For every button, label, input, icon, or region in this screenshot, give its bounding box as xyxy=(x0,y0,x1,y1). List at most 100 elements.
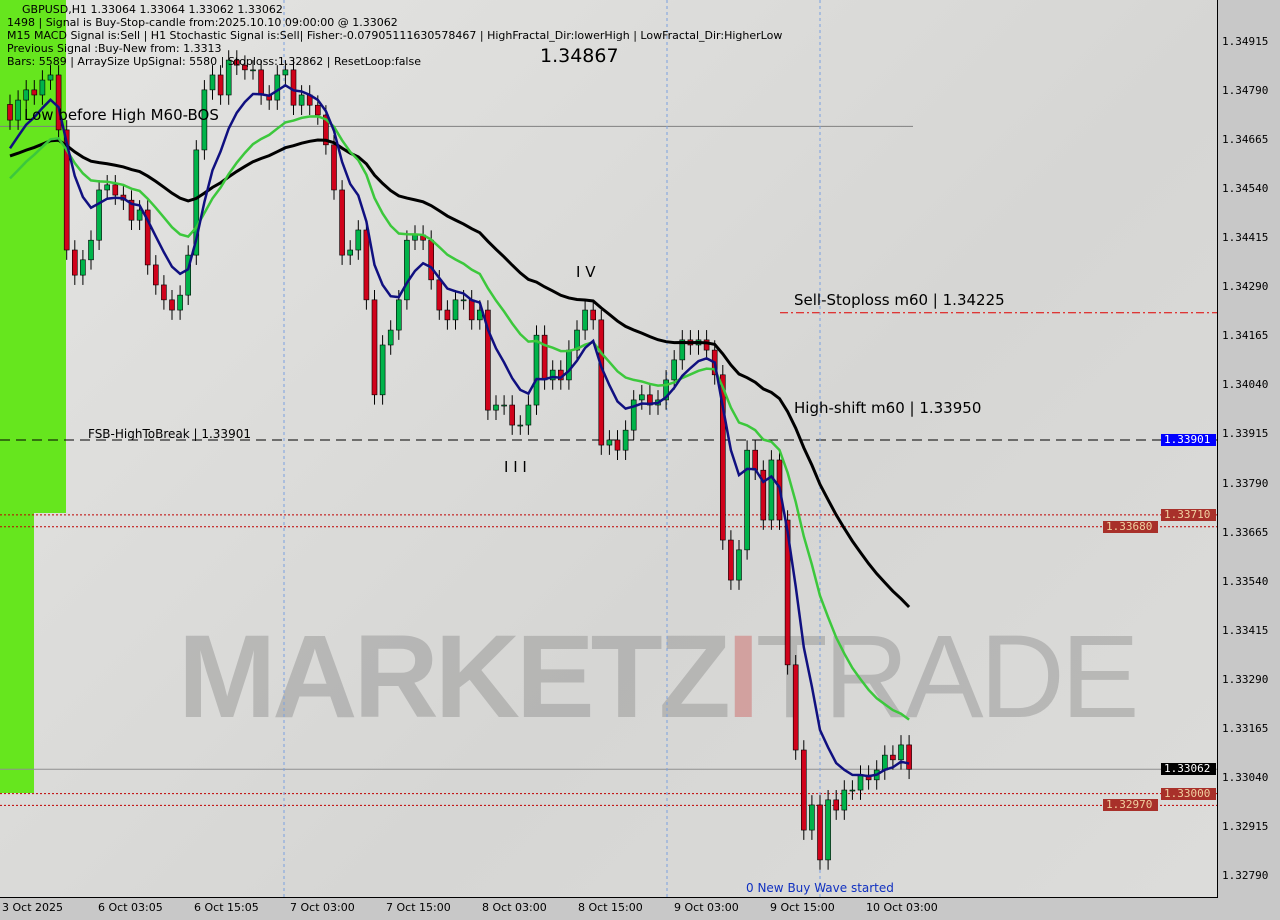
bullish-candle xyxy=(80,259,86,276)
bullish-candle xyxy=(574,329,580,351)
bullish-candle xyxy=(493,404,499,411)
bearish-candle xyxy=(752,449,759,471)
price-tick-label: 1.34790 xyxy=(1222,84,1269,98)
price-tick-label: 1.32915 xyxy=(1222,819,1269,833)
price-tick-label: 1.34540 xyxy=(1222,182,1269,196)
bearish-candle xyxy=(598,319,605,446)
high-shift-label: High-shift m60 | 1.33950 xyxy=(794,399,982,417)
bullish-candle xyxy=(898,744,904,761)
price-tick-label: 1.34040 xyxy=(1222,378,1269,392)
bullish-candle xyxy=(809,804,815,831)
bullish-candle xyxy=(225,59,232,96)
bearish-candle xyxy=(817,804,823,861)
bullish-candle xyxy=(185,254,191,296)
bullish-candle xyxy=(209,74,216,91)
bearish-candle xyxy=(161,284,167,301)
bearish-candle xyxy=(703,339,710,351)
bearish-candle xyxy=(112,184,119,196)
bullish-candle xyxy=(671,359,678,381)
bullish-candle xyxy=(452,299,459,321)
bearish-candle xyxy=(217,74,224,96)
bullish-candle xyxy=(679,339,686,361)
bearish-candle xyxy=(258,69,264,96)
bearish-candle xyxy=(436,279,443,311)
bearish-candle xyxy=(792,664,799,751)
bearish-candle xyxy=(7,104,13,121)
bullish-candle xyxy=(881,754,888,771)
bearish-candle xyxy=(833,799,840,811)
price-tick-label: 1.33915 xyxy=(1222,427,1269,441)
bullish-candle xyxy=(841,789,848,811)
chart-plot-area[interactable]: MARKETZITRADE GBPUSD,H1 1.33064 1.33064 … xyxy=(0,0,1218,898)
price-tick-label: 1.34915 xyxy=(1222,35,1269,48)
bullish-candle xyxy=(395,299,402,331)
bullish-candle xyxy=(566,349,572,381)
bearish-candle xyxy=(169,299,175,311)
bullish-candle xyxy=(663,379,669,401)
price-tick-label: 1.33165 xyxy=(1222,721,1269,735)
bullish-candle xyxy=(250,69,256,72)
ma-slow-line xyxy=(9,138,911,609)
bearish-candle xyxy=(614,439,621,451)
bearish-candle xyxy=(760,469,767,521)
bullish-candle xyxy=(88,239,94,261)
bearish-candle xyxy=(234,59,240,66)
bearish-candle xyxy=(509,404,516,426)
bullish-candle xyxy=(387,329,394,346)
bullish-candle xyxy=(201,89,208,151)
price-tag-level: 1.33000 xyxy=(1161,787,1216,800)
bullish-candle xyxy=(282,69,289,76)
bullish-candle xyxy=(412,234,418,241)
bullish-candle xyxy=(193,149,200,256)
bullish-candle xyxy=(39,79,46,96)
price-tag-price: 1.33062 xyxy=(1161,763,1216,776)
bullish-candle xyxy=(582,309,588,331)
low-before-high-label: Low before High M60-BOS xyxy=(24,106,219,124)
bullish-candle xyxy=(47,74,54,81)
price-chart xyxy=(0,0,1217,897)
bullish-candle xyxy=(849,789,856,792)
wave-iv-label: I V xyxy=(576,263,596,281)
bearish-candle xyxy=(719,374,726,541)
bearish-candle xyxy=(590,309,597,321)
bullish-candle xyxy=(136,209,143,221)
bearish-candle xyxy=(468,299,475,321)
price-axis[interactable] xyxy=(1218,0,1280,920)
price-tick-label: 1.33040 xyxy=(1222,770,1269,784)
header-symbol-line: GBPUSD,H1 1.33064 1.33064 1.33062 1.3306… xyxy=(22,3,283,16)
bearish-candle xyxy=(290,69,297,106)
bearish-candle xyxy=(55,74,62,131)
high-label: 1.34867 xyxy=(540,45,619,67)
sell-stoploss-label: Sell-Stoploss m60 | 1.34225 xyxy=(794,291,1005,309)
signal-bar-upper xyxy=(0,0,66,513)
bullish-candle xyxy=(501,404,507,407)
bullish-candle xyxy=(638,394,645,401)
price-tick-label: 1.34165 xyxy=(1222,329,1269,343)
bearish-candle xyxy=(371,299,378,396)
bullish-candle xyxy=(525,404,532,426)
bearish-candle xyxy=(242,64,248,71)
bearish-candle xyxy=(153,264,159,286)
bullish-candle xyxy=(96,189,102,241)
header-bars-line: Bars: 5589 | ArraySize UpSignal: 5580 | … xyxy=(7,55,421,68)
ma-mid-line xyxy=(9,115,910,721)
bearish-candle xyxy=(541,334,548,381)
time-axis[interactable] xyxy=(0,898,1218,920)
bearish-candle xyxy=(728,539,734,581)
fsb-label: FSB-HighToBreak | 1.33901 xyxy=(88,427,251,441)
bullish-candle xyxy=(177,294,183,311)
bearish-candle xyxy=(428,239,435,281)
time-tick-label: 9 Oct 15:00 xyxy=(770,901,835,914)
ma-fast-line xyxy=(8,83,910,778)
bearish-candle xyxy=(128,199,135,221)
time-tick-label: 3 Oct 2025 xyxy=(2,901,64,914)
bearish-candle xyxy=(890,754,896,761)
bullish-candle xyxy=(347,249,354,256)
time-tick-label: 10 Oct 03:00 xyxy=(866,901,938,914)
bullish-candle xyxy=(460,299,467,302)
bullish-candle xyxy=(15,99,21,121)
bullish-candle xyxy=(549,369,556,381)
bearish-candle xyxy=(485,309,491,411)
bullish-candle xyxy=(744,449,750,551)
bearish-candle xyxy=(31,89,38,96)
